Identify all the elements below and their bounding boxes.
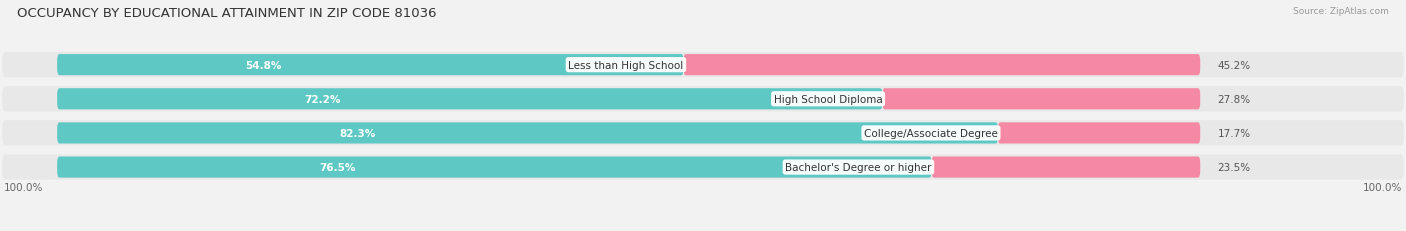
Text: Bachelor's Degree or higher: Bachelor's Degree or higher [785, 162, 932, 172]
Text: 100.0%: 100.0% [1364, 182, 1403, 192]
FancyBboxPatch shape [58, 89, 883, 110]
Text: High School Diploma: High School Diploma [773, 94, 883, 104]
FancyBboxPatch shape [58, 157, 932, 178]
Text: Less than High School: Less than High School [568, 60, 683, 70]
FancyBboxPatch shape [58, 123, 998, 144]
FancyBboxPatch shape [998, 123, 1201, 144]
Text: 76.5%: 76.5% [319, 162, 356, 172]
Text: 100.0%: 100.0% [3, 182, 42, 192]
Text: 17.7%: 17.7% [1218, 128, 1250, 138]
FancyBboxPatch shape [58, 55, 683, 76]
FancyBboxPatch shape [3, 87, 1403, 112]
Text: College/Associate Degree: College/Associate Degree [865, 128, 998, 138]
FancyBboxPatch shape [3, 121, 1403, 146]
FancyBboxPatch shape [883, 89, 1201, 110]
FancyBboxPatch shape [932, 157, 1201, 178]
Text: 72.2%: 72.2% [305, 94, 342, 104]
Text: 45.2%: 45.2% [1218, 60, 1250, 70]
FancyBboxPatch shape [3, 53, 1403, 78]
Text: 23.5%: 23.5% [1218, 162, 1250, 172]
Text: Source: ZipAtlas.com: Source: ZipAtlas.com [1294, 7, 1389, 16]
Text: OCCUPANCY BY EDUCATIONAL ATTAINMENT IN ZIP CODE 81036: OCCUPANCY BY EDUCATIONAL ATTAINMENT IN Z… [17, 7, 436, 20]
Text: 54.8%: 54.8% [245, 60, 281, 70]
FancyBboxPatch shape [683, 55, 1201, 76]
Text: 82.3%: 82.3% [339, 128, 375, 138]
FancyBboxPatch shape [3, 155, 1403, 180]
Text: 27.8%: 27.8% [1218, 94, 1250, 104]
